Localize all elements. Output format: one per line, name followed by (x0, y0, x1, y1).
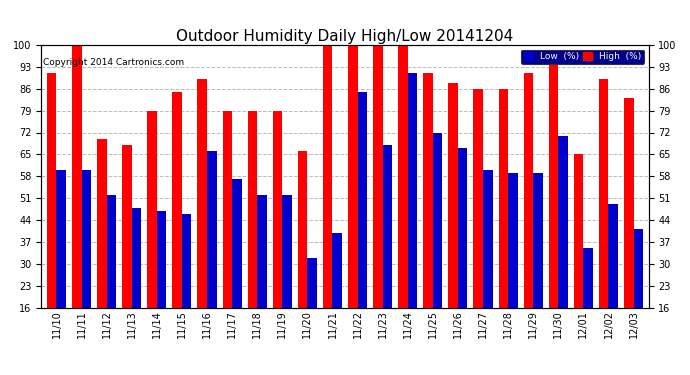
Bar (583, 248, 593, 308)
Bar (373, 45, 383, 308)
Bar (132, 207, 141, 308)
Bar (348, 45, 357, 308)
Bar (182, 214, 191, 308)
Legend: Low  (%), High  (%): Low (%), High (%) (521, 50, 644, 64)
Bar (549, 64, 558, 308)
Bar (433, 132, 442, 308)
Bar (458, 148, 467, 308)
Bar (197, 80, 207, 308)
Bar (624, 98, 633, 308)
Bar (558, 136, 568, 308)
Bar (97, 139, 107, 308)
Bar (508, 173, 518, 308)
Bar (307, 258, 317, 307)
Bar (147, 111, 157, 308)
Bar (448, 82, 458, 308)
Bar (473, 89, 483, 308)
Bar (333, 232, 342, 308)
Bar (574, 154, 583, 308)
Bar (383, 145, 392, 308)
Bar (232, 179, 241, 308)
Bar (398, 45, 408, 308)
Text: Copyright 2014 Cartronics.com: Copyright 2014 Cartronics.com (43, 58, 184, 67)
Bar (207, 151, 217, 308)
Bar (257, 195, 267, 308)
Bar (323, 45, 333, 308)
Bar (423, 73, 433, 308)
Bar (157, 211, 166, 308)
Bar (533, 173, 543, 308)
Bar (47, 73, 57, 308)
Bar (107, 195, 116, 308)
Bar (408, 73, 417, 308)
Bar (499, 89, 508, 308)
Bar (122, 145, 132, 308)
Bar (599, 80, 609, 308)
Bar (298, 151, 307, 308)
Bar (81, 170, 91, 308)
Bar (248, 111, 257, 308)
Bar (483, 170, 493, 308)
Bar (282, 195, 292, 308)
Bar (609, 204, 618, 308)
Bar (172, 92, 182, 308)
Bar (57, 170, 66, 308)
Bar (273, 111, 282, 308)
Bar (357, 92, 367, 308)
Bar (72, 45, 81, 308)
Bar (524, 73, 533, 308)
Bar (633, 230, 643, 308)
Bar (223, 111, 232, 308)
Title: Outdoor Humidity Daily High/Low 20141204: Outdoor Humidity Daily High/Low 20141204 (177, 29, 513, 44)
